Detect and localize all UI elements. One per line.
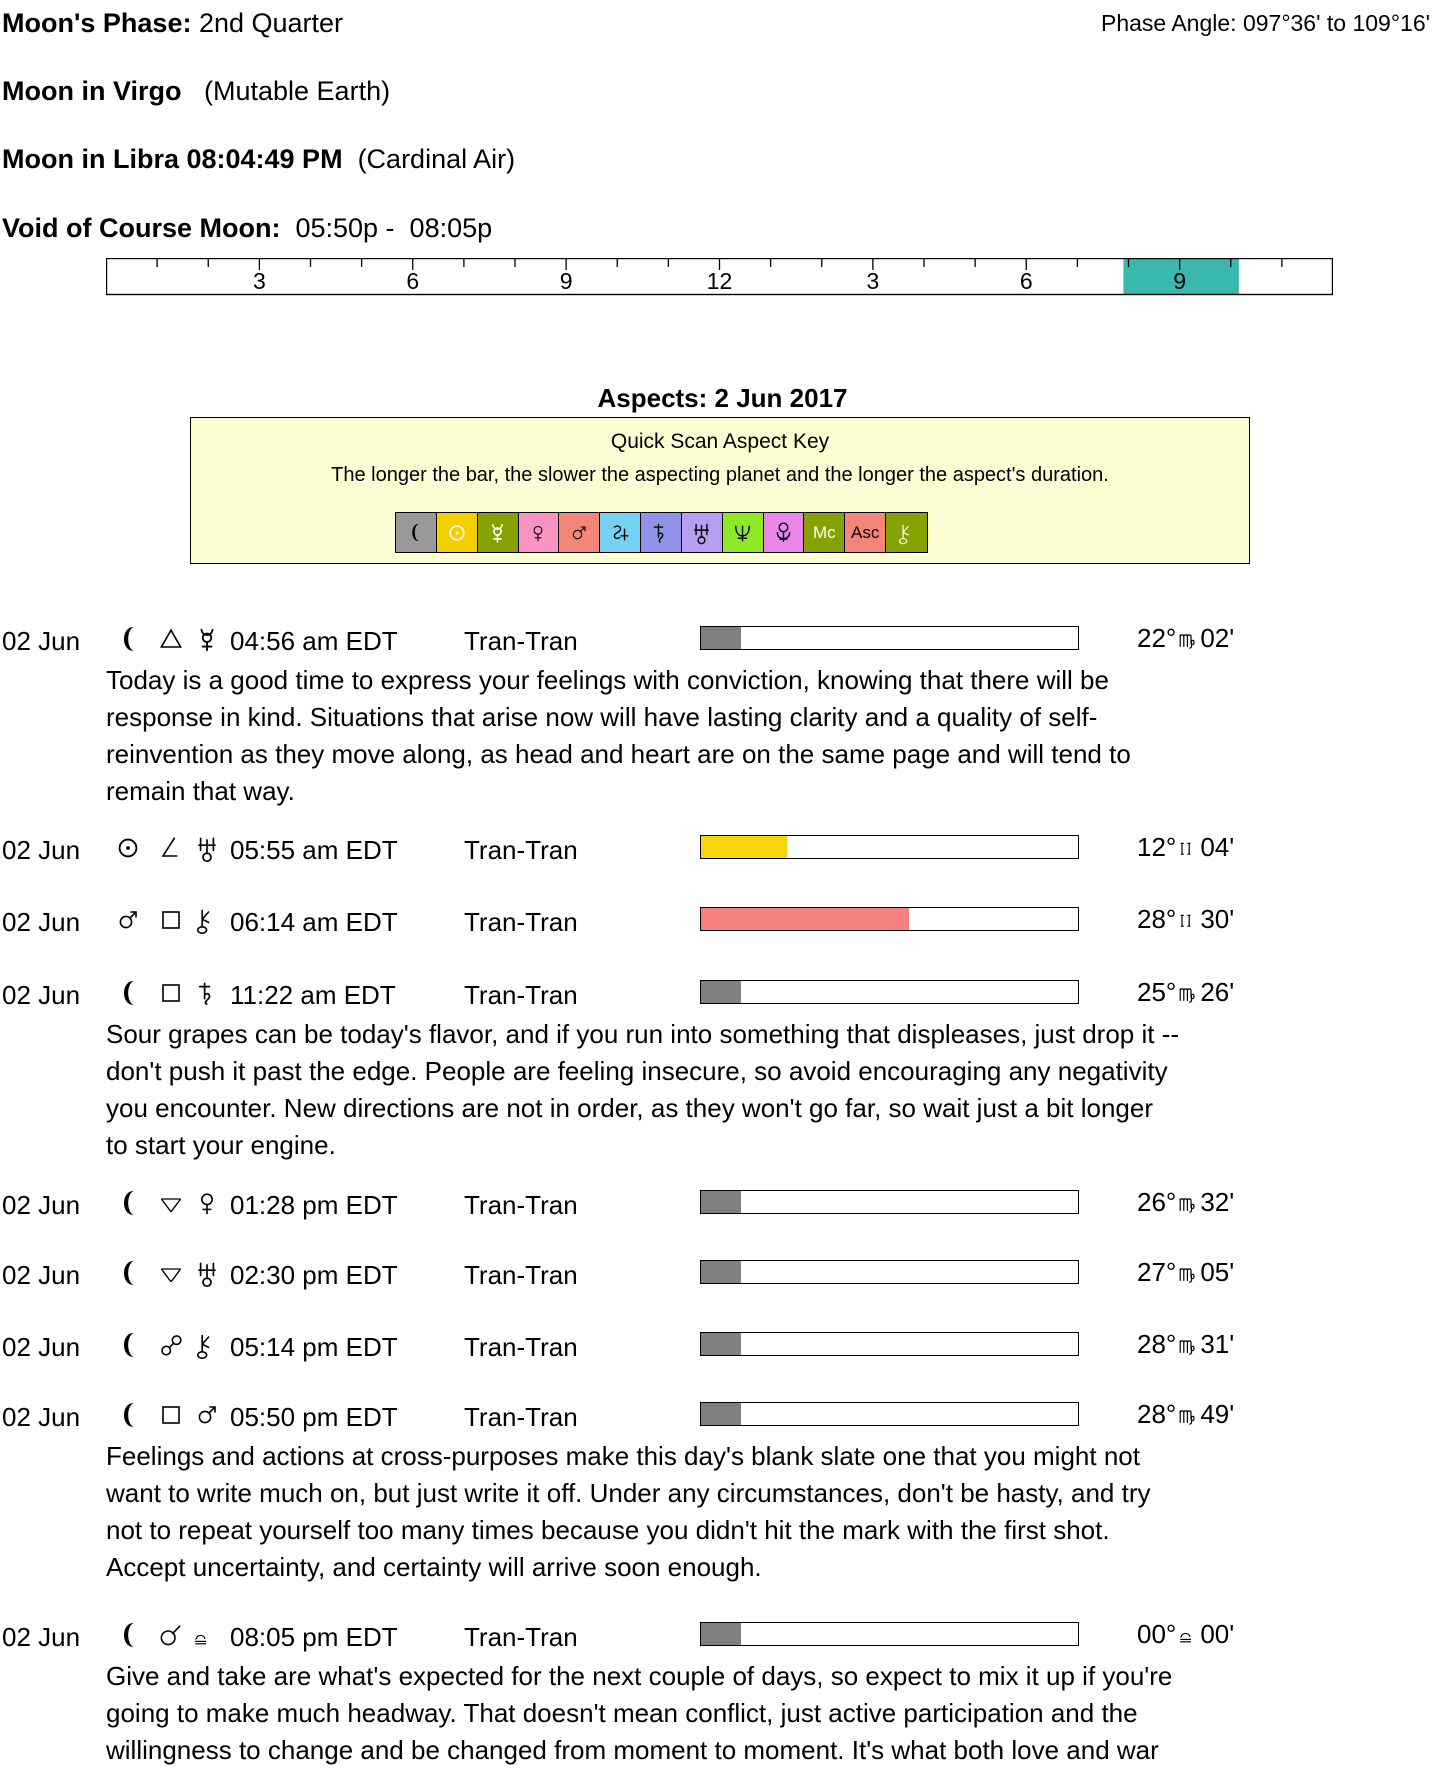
- svg-text:6: 6: [406, 268, 419, 294]
- svg-text:9: 9: [560, 268, 573, 294]
- svg-text:12: 12: [707, 268, 733, 294]
- svg-text:6: 6: [1020, 268, 1033, 294]
- svg-text:3: 3: [866, 268, 879, 294]
- svg-text:3: 3: [253, 268, 266, 294]
- svg-text:9: 9: [1173, 268, 1186, 294]
